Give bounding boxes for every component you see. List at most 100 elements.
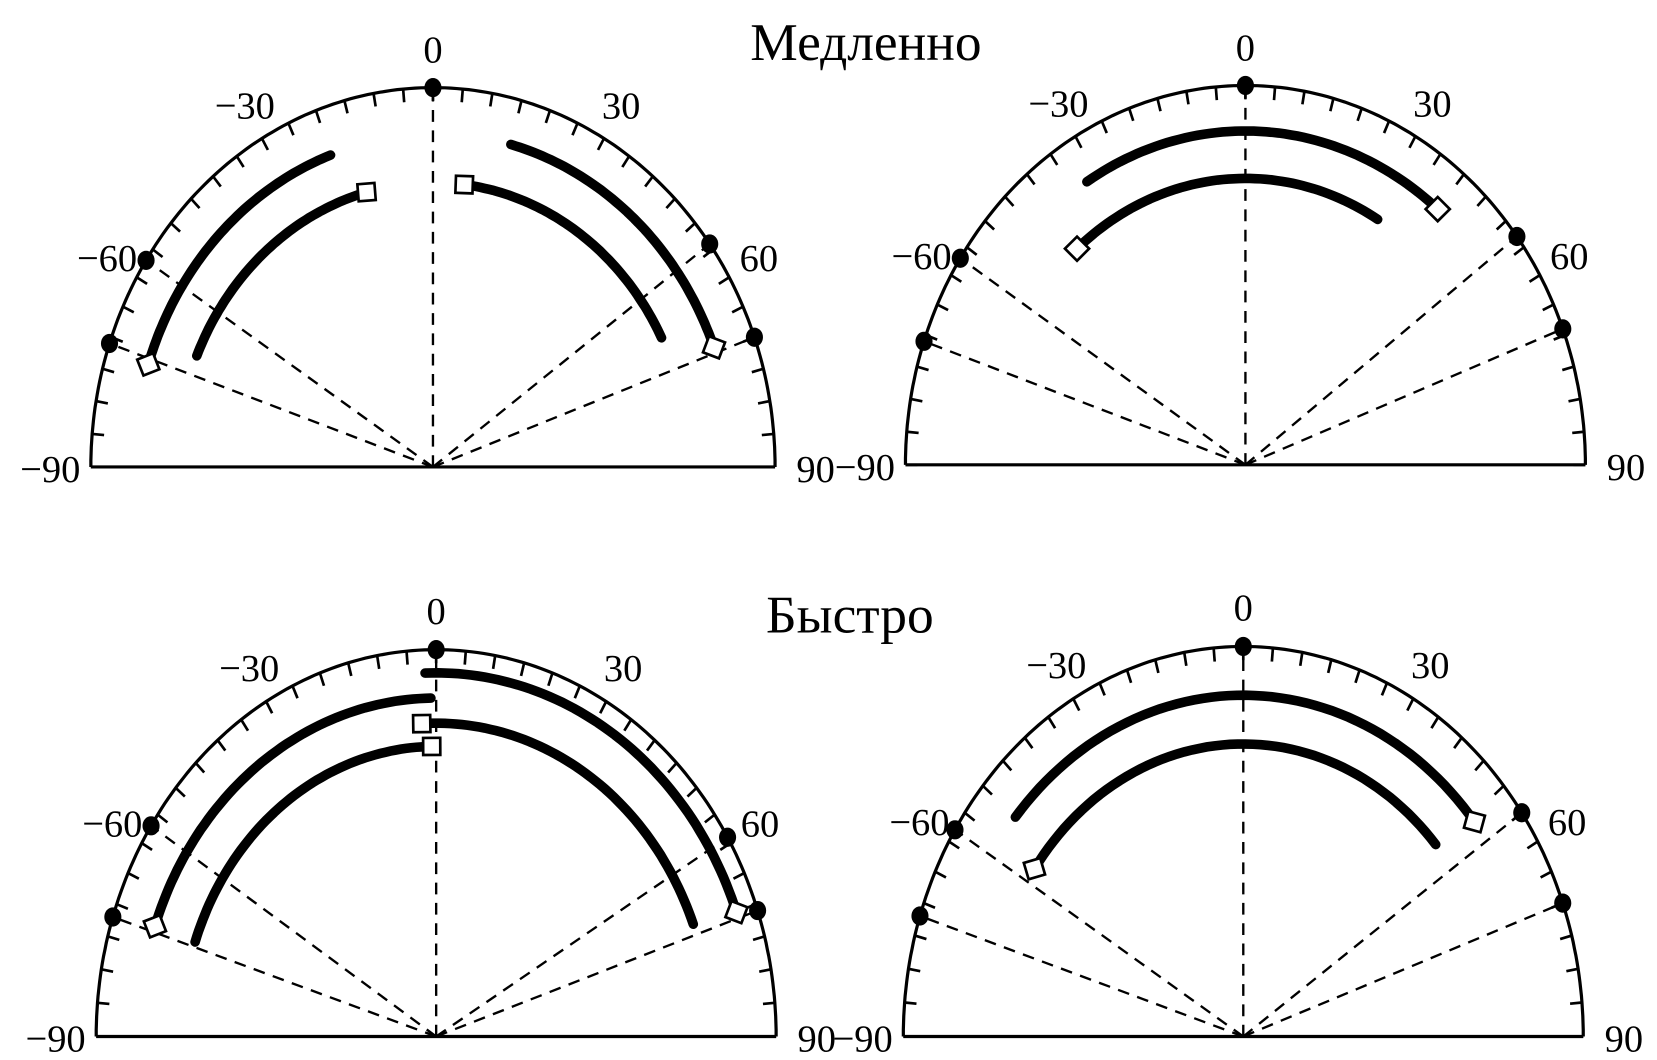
tick-mark	[1004, 195, 1015, 207]
dot-marker	[1513, 803, 1531, 823]
tick-mark	[318, 672, 326, 687]
tick-mark	[1408, 135, 1417, 149]
dot-marker	[749, 900, 767, 921]
tick-mark	[573, 685, 582, 699]
tick-mark	[1047, 716, 1057, 729]
tick-mark	[1430, 716, 1440, 729]
tick-label: −60	[891, 236, 951, 278]
dashed-ray	[923, 340, 1246, 466]
tick-mark	[107, 935, 120, 942]
square-marker	[701, 334, 727, 361]
tick-mark	[1182, 652, 1188, 667]
data-arc	[1072, 173, 1383, 254]
dot-marker	[946, 820, 964, 840]
tick-label: −30	[219, 648, 279, 690]
tick-mark	[1100, 120, 1109, 134]
dashed-ray	[919, 914, 1244, 1038]
tick-mark	[97, 1001, 110, 1006]
tick-mark	[704, 813, 716, 824]
tick-mark	[596, 137, 606, 151]
tick-mark	[916, 365, 929, 372]
data-arc	[1010, 690, 1480, 827]
tick-label: −30	[1026, 645, 1086, 687]
dot-marker	[1554, 893, 1572, 913]
dot-marker	[1554, 319, 1572, 339]
dashed-ray	[435, 836, 729, 1038]
tick-mark	[127, 871, 140, 880]
tick-label: 60	[741, 804, 779, 846]
dot-marker	[911, 906, 929, 926]
tick-mark	[372, 93, 377, 107]
tick-label: −30	[215, 85, 275, 127]
tick-mark	[1356, 107, 1363, 122]
tick-mark	[731, 305, 744, 314]
dashed-ray	[1242, 811, 1523, 1038]
tick-mark	[194, 762, 206, 774]
dot-marker	[701, 234, 719, 254]
tick-mark	[101, 968, 114, 973]
title-slow: Медленно	[750, 12, 981, 72]
tick-label: 60	[740, 238, 778, 280]
dot-marker	[137, 250, 155, 270]
tick-mark	[732, 871, 745, 880]
tick-label: 60	[1548, 802, 1586, 844]
tick-mark	[1476, 195, 1487, 207]
dot-marker	[100, 333, 119, 354]
data-arc	[1029, 739, 1441, 874]
tick-mark	[1156, 98, 1162, 112]
tick-mark	[963, 811, 976, 822]
tick-label: 30	[602, 85, 640, 127]
dot-marker	[142, 816, 160, 836]
tick-mark	[1298, 652, 1304, 667]
tick-label: 0	[1234, 587, 1253, 629]
tick-mark	[141, 841, 153, 851]
dashed-ray	[1242, 902, 1564, 1038]
tick-mark	[1539, 870, 1553, 879]
tick-mark	[1049, 153, 1059, 166]
tick-mark	[1270, 647, 1275, 662]
tick-mark	[1214, 86, 1219, 101]
square-marker	[723, 899, 750, 925]
tick-mark	[981, 784, 993, 796]
tick-mark	[904, 1001, 917, 1006]
tick-mark	[1474, 759, 1485, 772]
tick-mark	[343, 100, 349, 114]
square-marker	[453, 174, 475, 195]
dot-marker	[745, 327, 763, 347]
tick-mark	[1559, 934, 1573, 941]
tick-mark	[174, 786, 186, 798]
tick-mark	[287, 122, 295, 136]
dot-marker	[424, 78, 442, 98]
tick-mark	[1025, 173, 1036, 186]
tick-mark	[517, 100, 523, 114]
tick-mark	[950, 274, 963, 283]
tick-mark	[645, 739, 656, 752]
dashed-ray	[1244, 327, 1564, 466]
tick-label: −60	[889, 802, 949, 844]
tick-mark	[623, 718, 633, 732]
tick-mark	[1568, 397, 1581, 403]
tick-mark	[757, 399, 771, 405]
tick-mark	[375, 655, 381, 670]
tick-mark	[1354, 669, 1361, 684]
tick-mark	[966, 246, 978, 256]
tick-mark	[314, 110, 322, 124]
data-arc	[150, 693, 436, 932]
tick-label: 0	[427, 591, 446, 633]
tick-mark	[761, 432, 774, 437]
tick-mark	[1432, 153, 1442, 166]
tick-mark	[908, 967, 921, 973]
tick-mark	[1566, 967, 1579, 973]
tick-label: 90	[796, 449, 834, 491]
data-arc	[190, 741, 437, 947]
data-arc	[416, 718, 699, 929]
tick-mark	[686, 786, 698, 798]
tick-mark	[758, 968, 772, 973]
square-marker	[355, 181, 378, 203]
dot-marker	[951, 248, 969, 268]
tick-mark	[346, 662, 353, 677]
tick-mark	[923, 901, 936, 909]
dashed-ray	[1244, 235, 1518, 466]
tick-mark	[571, 122, 579, 136]
tick-mark	[644, 175, 654, 188]
